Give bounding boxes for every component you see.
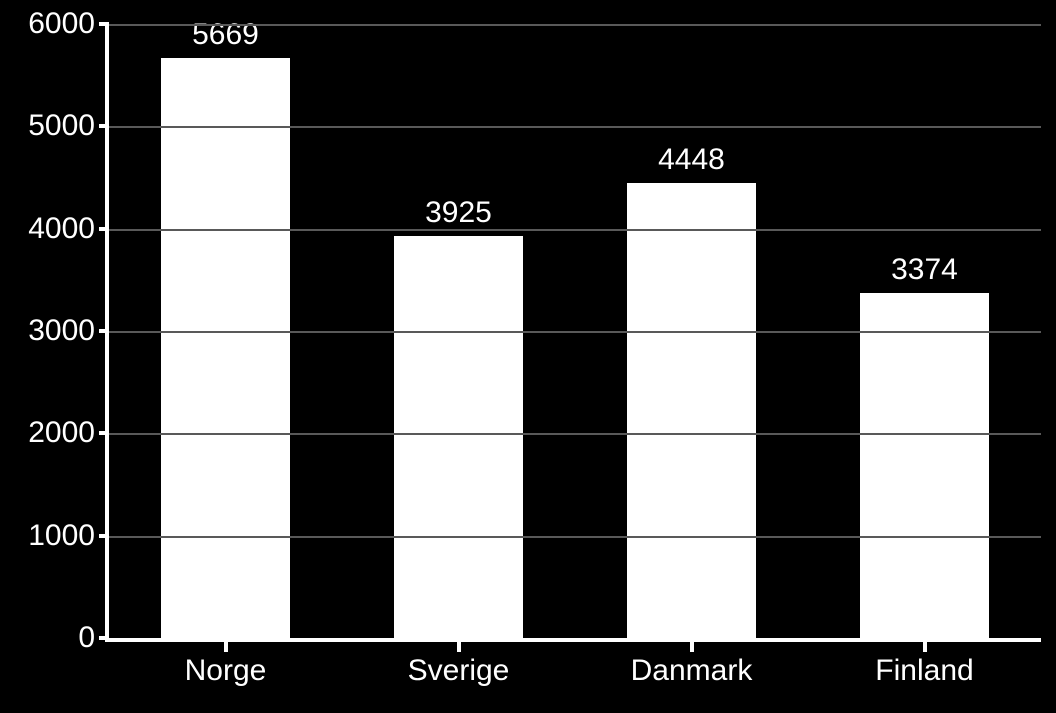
- y-tick-mark: [99, 636, 109, 640]
- bar-value-label: 3374: [891, 253, 958, 287]
- y-tick-mark: [99, 22, 109, 26]
- bar-value-label: 4448: [658, 143, 725, 177]
- bar-rect: [627, 183, 755, 638]
- y-tick-label: 2000: [28, 416, 95, 450]
- bar-value-label: 3925: [425, 196, 492, 230]
- x-tick-mark: [923, 642, 927, 652]
- gridline: [109, 24, 1041, 26]
- x-tick: [575, 642, 808, 652]
- x-tick-mark: [457, 642, 461, 652]
- y-tick-label: 0: [78, 621, 95, 655]
- bar-rect: [860, 293, 988, 638]
- y-tick-mark: [99, 124, 109, 128]
- y-tick-label: 4000: [28, 212, 95, 246]
- y-tick-label: 5000: [28, 109, 95, 143]
- bar-chart: 5669 3925 4448 3374 0 1000 2000 3000 4000 5000 60…: [0, 0, 1056, 713]
- y-tick-mark: [99, 534, 109, 538]
- x-tick-mark: [690, 642, 694, 652]
- y-tick-mark: [99, 227, 109, 231]
- y-tick-label: 3000: [28, 314, 95, 348]
- x-tick: [808, 642, 1041, 652]
- x-axis-label: Danmark: [575, 654, 808, 688]
- gridline: [109, 536, 1041, 538]
- x-tick: [342, 642, 575, 652]
- bar-value-label: 5669: [192, 18, 259, 52]
- y-tick-label: 6000: [28, 7, 95, 41]
- x-axis-label: Norge: [109, 654, 342, 688]
- x-labels-row: NorgeSverigeDanmarkFinland: [109, 654, 1041, 688]
- gridline: [109, 331, 1041, 333]
- bar-rect: [394, 236, 522, 638]
- x-axis-label: Finland: [808, 654, 1041, 688]
- x-tick-row: [109, 642, 1041, 652]
- x-tick-mark: [224, 642, 228, 652]
- bar-rect: [161, 58, 289, 638]
- y-tick-mark: [99, 431, 109, 435]
- y-tick-mark: [99, 329, 109, 333]
- gridline: [109, 126, 1041, 128]
- gridline: [109, 433, 1041, 435]
- plot-area: 5669392544483374 01000200030004000500060…: [105, 24, 1041, 642]
- gridline: [109, 229, 1041, 231]
- x-tick: [109, 642, 342, 652]
- y-tick-label: 1000: [28, 519, 95, 553]
- x-axis-label: Sverige: [342, 654, 575, 688]
